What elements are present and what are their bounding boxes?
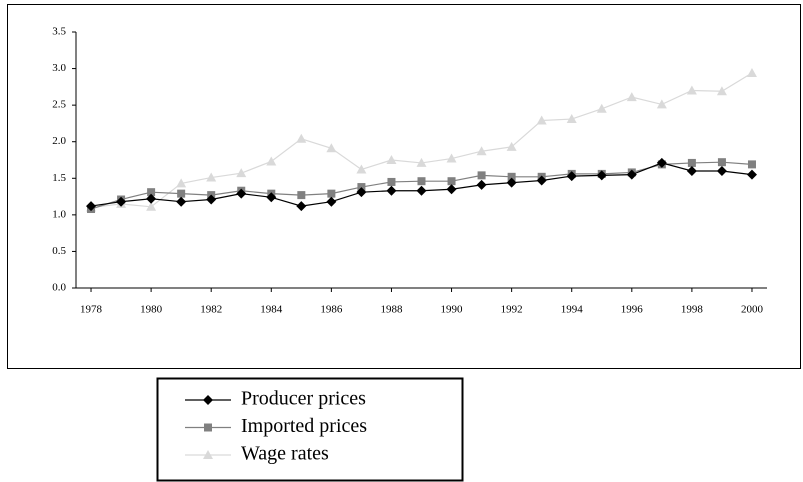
y-tick-label: 0.0 — [52, 282, 66, 294]
legend-label: Producer prices — [241, 388, 366, 410]
point — [266, 156, 277, 166]
point — [506, 177, 517, 188]
point — [686, 85, 697, 95]
point — [86, 201, 97, 212]
x-tick-label: 1990 — [441, 304, 464, 316]
point — [176, 196, 187, 207]
legend-label: Imported prices — [241, 415, 367, 437]
point — [507, 172, 516, 181]
point — [416, 185, 427, 196]
legend-marker — [203, 395, 213, 405]
point — [356, 164, 367, 174]
point — [206, 194, 217, 205]
point — [566, 114, 577, 124]
y-tick-label: 2.0 — [52, 135, 66, 147]
y-tick-label: 0.5 — [52, 245, 66, 257]
point — [266, 192, 277, 203]
point — [686, 165, 697, 176]
x-tick-label: 1978 — [80, 304, 103, 316]
point — [416, 157, 427, 167]
point — [146, 201, 157, 211]
point — [687, 158, 696, 167]
x-tick-label: 1986 — [320, 304, 343, 316]
y-tick-label: 1.5 — [52, 172, 66, 184]
legend-marker — [204, 423, 212, 432]
point — [236, 188, 247, 199]
point — [477, 171, 486, 180]
point — [297, 191, 306, 200]
x-tick-label: 1982 — [200, 304, 222, 316]
point — [476, 146, 487, 156]
point — [746, 169, 757, 180]
point — [177, 189, 186, 198]
point — [356, 187, 367, 198]
y-tick-label: 3.5 — [52, 26, 66, 38]
point — [326, 143, 337, 153]
point — [716, 86, 727, 96]
point — [476, 179, 487, 190]
point — [596, 170, 607, 181]
point — [446, 184, 457, 195]
point — [506, 141, 517, 151]
point — [386, 155, 397, 164]
point — [147, 188, 156, 197]
point — [116, 196, 127, 207]
point — [327, 189, 336, 198]
x-tick-label: 1994 — [561, 304, 584, 316]
x-tick-label: 1996 — [621, 304, 644, 316]
point — [656, 157, 667, 168]
point — [387, 177, 396, 186]
legend-marker — [203, 450, 213, 459]
point — [386, 185, 397, 196]
x-tick-label: 1988 — [380, 304, 403, 316]
point — [296, 133, 307, 143]
x-tick-label: 1992 — [501, 304, 523, 316]
point — [747, 160, 756, 169]
legend-label: Wage rates — [241, 443, 329, 465]
point — [746, 67, 757, 77]
y-tick-label: 1.0 — [52, 208, 66, 220]
x-tick-label: 1998 — [681, 304, 704, 316]
point — [716, 165, 727, 176]
chart-frame — [7, 4, 801, 369]
point — [626, 92, 637, 102]
point — [717, 158, 726, 167]
point — [656, 99, 667, 109]
x-tick-label: 2000 — [741, 304, 764, 316]
point — [536, 115, 547, 125]
y-tick-label: 2.5 — [52, 99, 66, 111]
point — [176, 178, 187, 188]
point — [566, 171, 577, 182]
point — [357, 183, 366, 192]
point — [596, 103, 607, 113]
point — [417, 177, 426, 186]
point — [206, 172, 217, 182]
x-tick-label: 1980 — [140, 304, 163, 316]
point — [446, 153, 457, 163]
point — [236, 168, 247, 178]
point — [146, 193, 157, 204]
x-tick-label: 1984 — [260, 304, 283, 316]
point — [626, 169, 637, 180]
point — [326, 196, 337, 207]
y-tick-label: 3.0 — [52, 62, 66, 74]
point — [296, 201, 307, 212]
point — [536, 175, 547, 186]
point — [447, 177, 456, 186]
